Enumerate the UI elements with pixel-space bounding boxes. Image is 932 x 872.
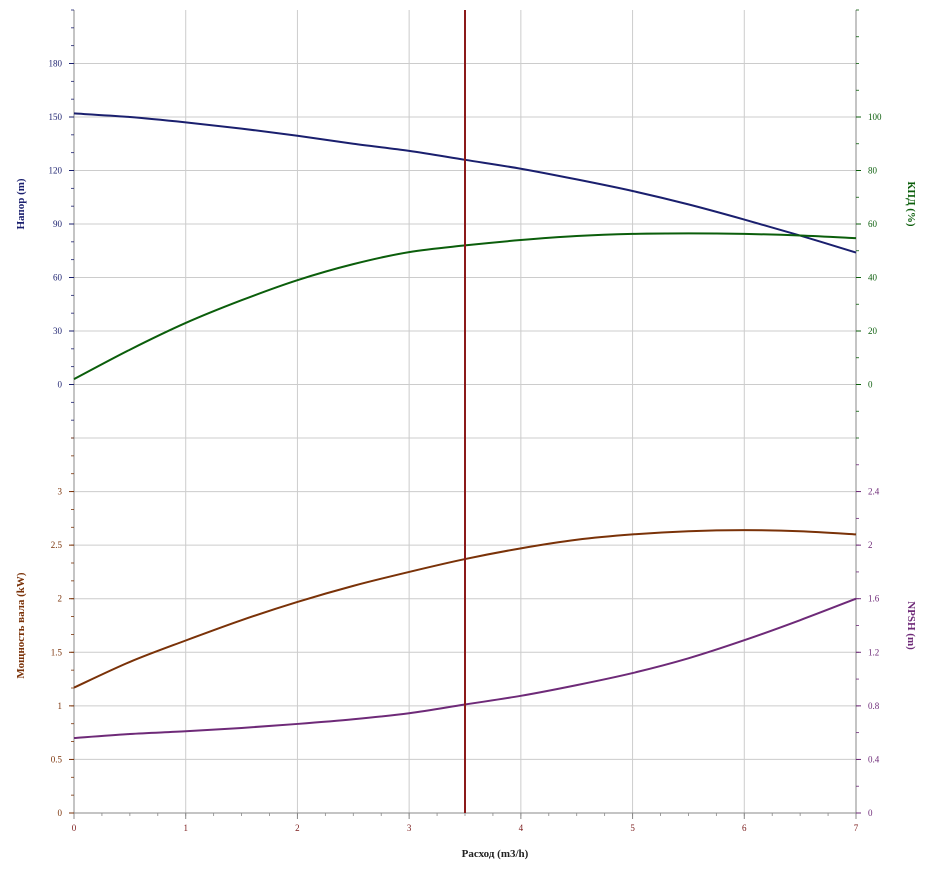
y-left-axis-title: Напор (m): [15, 178, 27, 229]
y-right-tick-label: 40: [868, 273, 878, 283]
y-left-tick-label: 1: [58, 701, 63, 711]
y-left-tick-label: 120: [49, 166, 63, 176]
y-left-tick-label: 60: [53, 273, 63, 283]
y-right-tick-label: 2.4: [868, 487, 880, 497]
x-tick-label: 6: [742, 823, 747, 833]
x-tick-label: 1: [183, 823, 188, 833]
y-right-tick-label: 2: [868, 540, 873, 550]
y-left-tick-label: 2.5: [51, 540, 63, 550]
y-right-tick-label: 80: [868, 166, 878, 176]
y-left-tick-label: 30: [53, 326, 63, 336]
y-left-tick-label: 0.5: [51, 754, 63, 764]
axis-labels: 0 1 2 3 4 5 6 70306090120150180020406080100Напо…: [15, 59, 917, 861]
y-right-tick-label: 100: [868, 112, 882, 122]
x-tick-label: 4: [519, 823, 524, 833]
y-right-axis-title: КПД (%): [905, 181, 917, 227]
y-left-axis-title: Мощность вала (kW): [15, 572, 27, 678]
x-tick-label: 0: [72, 823, 77, 833]
y-right-tick-label: 60: [868, 219, 878, 229]
x-tick-label: 5: [630, 823, 635, 833]
y-left-tick-label: 150: [49, 112, 63, 122]
x-tick-label: 2: [295, 823, 300, 833]
y-right-tick-label: 0: [868, 380, 873, 390]
y-left-tick-label: 1.5: [51, 647, 63, 657]
y-left-tick-label: 0: [58, 380, 63, 390]
y-left-tick-label: 180: [49, 59, 63, 69]
y-left-tick-label: 0: [58, 808, 63, 818]
y-right-tick-label: 0: [868, 808, 873, 818]
y-right-axis-title: NPSH (m): [905, 601, 917, 650]
y-left-tick-label: 90: [53, 219, 63, 229]
y-left-tick-label: 2: [58, 594, 63, 604]
y-right-tick-label: 0.4: [868, 754, 880, 764]
y-right-tick-label: 20: [868, 326, 878, 336]
y-right-tick-label: 1.6: [868, 594, 880, 604]
y-left-tick-label: 3: [58, 487, 63, 497]
y-right-tick-label: 1.2: [868, 647, 879, 657]
x-axis-title: Расход (m3/h): [462, 848, 529, 860]
x-tick-label: 7: [854, 823, 859, 833]
y-right-tick-label: 0.8: [868, 701, 880, 711]
x-tick-label: 3: [407, 823, 412, 833]
